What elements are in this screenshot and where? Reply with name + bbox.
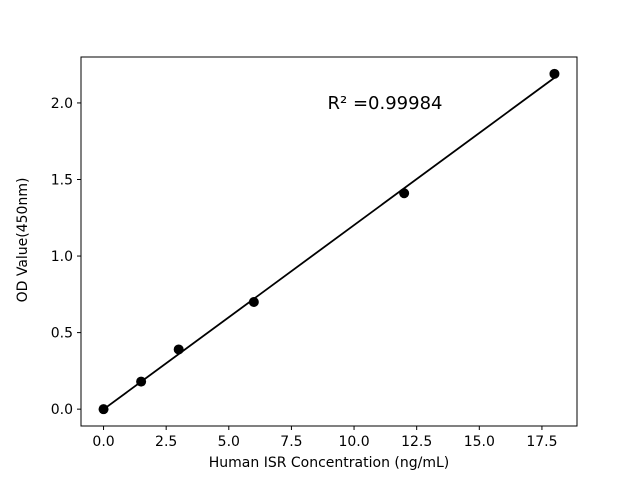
data-point <box>549 68 560 79</box>
data-point <box>399 188 410 199</box>
data-series <box>98 68 560 415</box>
y-tick-label: 0.5 <box>51 326 73 342</box>
y-tick-label: 0.0 <box>51 402 73 418</box>
y-tick-label: 1.5 <box>51 172 73 188</box>
x-tick-label: 17.5 <box>526 434 557 450</box>
data-point <box>173 344 184 355</box>
data-point <box>136 376 147 387</box>
x-axis-label: Human ISR Concentration (ng/mL) <box>209 455 449 471</box>
x-tick-label: 0.0 <box>92 434 114 450</box>
x-tick-label: 7.5 <box>280 434 302 450</box>
x-tick-label: 12.5 <box>401 434 432 450</box>
plot-area <box>80 56 578 427</box>
data-point <box>248 296 259 307</box>
x-tick-label: 10.0 <box>338 434 369 450</box>
x-axis-ticks: 0.0 2.5 5.0 7.5 10.0 12.5 15.0 17.5 <box>92 426 558 450</box>
r-squared-annotation: R² =0.99984 <box>328 93 443 114</box>
x-tick-label: 2.5 <box>155 434 177 450</box>
y-axis-label: OD Value(450nm) <box>15 178 31 303</box>
x-tick-label: 15.0 <box>464 434 495 450</box>
fit-line <box>103 77 555 411</box>
y-tick-label: 2.0 <box>51 96 73 112</box>
y-tick-label: 1.0 <box>51 249 73 265</box>
x-tick-label: 5.0 <box>218 434 240 450</box>
data-point <box>98 404 109 415</box>
y-axis-ticks: 0.0 0.5 1.0 1.5 2.0 <box>51 96 81 418</box>
